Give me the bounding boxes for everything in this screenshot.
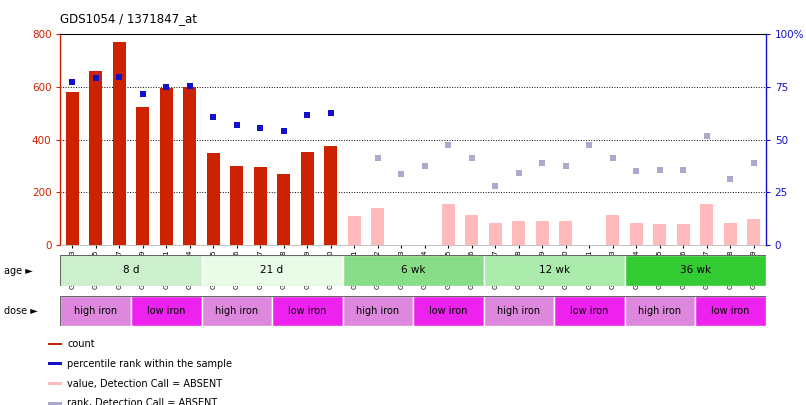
Bar xyxy=(89,71,102,245)
Bar xyxy=(48,362,62,365)
Bar xyxy=(207,153,220,245)
Bar xyxy=(654,224,667,245)
Text: high iron: high iron xyxy=(638,306,682,316)
Bar xyxy=(60,296,131,326)
Bar xyxy=(183,87,196,245)
Bar xyxy=(606,215,619,245)
Bar xyxy=(484,255,625,286)
Bar xyxy=(413,296,484,326)
Text: age ►: age ► xyxy=(4,266,33,275)
Bar xyxy=(136,107,149,245)
Bar xyxy=(630,223,643,245)
Text: high iron: high iron xyxy=(497,306,541,316)
Text: 6 wk: 6 wk xyxy=(401,265,426,275)
Text: GDS1054 / 1371847_at: GDS1054 / 1371847_at xyxy=(60,12,197,25)
Text: 12 wk: 12 wk xyxy=(538,265,570,275)
Bar xyxy=(131,296,202,326)
Text: count: count xyxy=(67,339,95,349)
Bar xyxy=(60,255,201,286)
Text: high iron: high iron xyxy=(356,306,400,316)
Bar xyxy=(277,174,290,245)
Text: low iron: low iron xyxy=(288,306,326,316)
Text: high iron: high iron xyxy=(74,306,118,316)
Text: low iron: low iron xyxy=(429,306,467,316)
Bar xyxy=(372,208,384,245)
Bar xyxy=(48,343,62,345)
Bar xyxy=(625,296,695,326)
Bar xyxy=(559,221,572,245)
Bar xyxy=(677,224,690,245)
Bar xyxy=(700,204,713,245)
Bar xyxy=(254,167,267,245)
Bar xyxy=(343,296,413,326)
Text: low iron: low iron xyxy=(147,306,185,316)
Bar xyxy=(489,223,502,245)
Bar xyxy=(66,92,79,245)
Text: 21 d: 21 d xyxy=(260,265,284,275)
Bar xyxy=(113,43,126,245)
Bar xyxy=(695,296,766,326)
Bar xyxy=(343,255,484,286)
Bar xyxy=(324,146,337,245)
Bar xyxy=(160,88,172,245)
Bar xyxy=(48,382,62,385)
Text: dose ►: dose ► xyxy=(4,306,38,315)
Text: 36 wk: 36 wk xyxy=(679,265,711,275)
Text: percentile rank within the sample: percentile rank within the sample xyxy=(67,359,232,369)
Bar xyxy=(484,296,554,326)
Bar xyxy=(747,219,760,245)
Bar xyxy=(554,296,625,326)
Bar xyxy=(724,223,737,245)
Bar xyxy=(348,216,361,245)
Text: low iron: low iron xyxy=(711,306,750,316)
Bar xyxy=(465,215,478,245)
Text: 8 d: 8 d xyxy=(123,265,139,275)
Bar xyxy=(536,221,549,245)
Text: low iron: low iron xyxy=(570,306,609,316)
Bar xyxy=(301,151,314,245)
Bar xyxy=(231,166,243,245)
Bar xyxy=(272,296,343,326)
Text: high iron: high iron xyxy=(215,306,259,316)
Text: rank, Detection Call = ABSENT: rank, Detection Call = ABSENT xyxy=(67,399,218,405)
Bar xyxy=(202,255,343,286)
Bar xyxy=(442,204,455,245)
Bar xyxy=(625,255,766,286)
Bar xyxy=(48,402,62,405)
Text: value, Detection Call = ABSENT: value, Detection Call = ABSENT xyxy=(67,379,222,388)
Bar xyxy=(202,296,272,326)
Bar xyxy=(513,221,526,245)
